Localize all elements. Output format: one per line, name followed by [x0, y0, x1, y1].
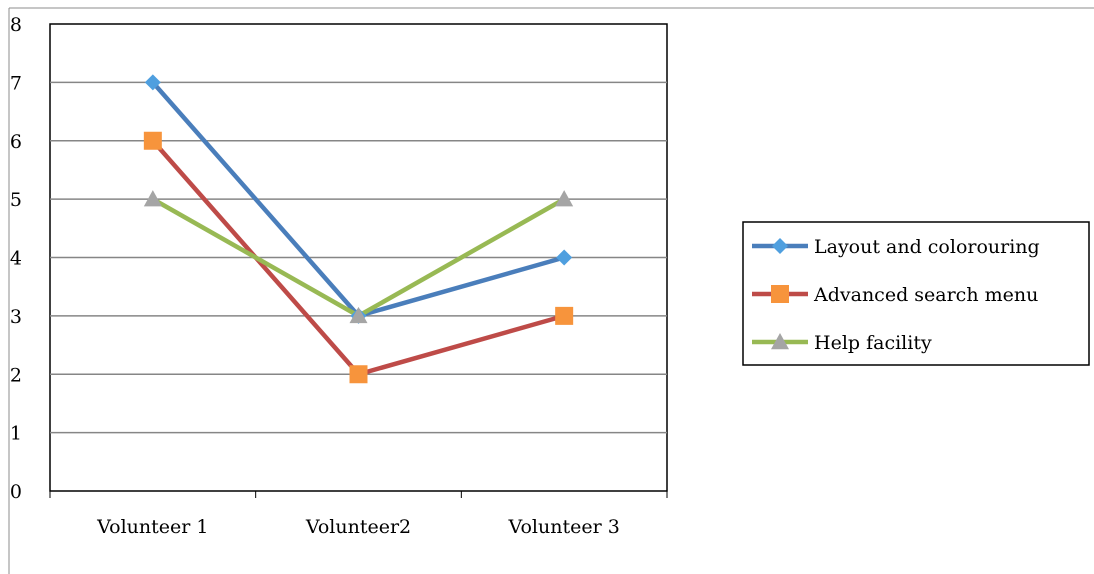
- data-point-series-3: [555, 190, 574, 207]
- data-point-series-2: [349, 365, 368, 384]
- data-point-series-2: [143, 131, 162, 150]
- data-point-series-3: [349, 306, 368, 324]
- y-tick-label: 0: [10, 481, 22, 503]
- legend-items: Layout and colorouring Advanced search me…: [752, 236, 1040, 354]
- data-point-series-2: [555, 306, 574, 325]
- x-tick-label: Volunteer 3: [508, 516, 620, 538]
- y-tick-label: 5: [10, 189, 22, 211]
- y-tick-label: 8: [10, 14, 22, 36]
- legend-marker-2: [771, 285, 789, 303]
- series-lines: [151, 80, 566, 377]
- legend-label-2: Advanced search menu: [813, 284, 1038, 306]
- y-tick-label: 2: [10, 364, 22, 386]
- data-point-series-1: [556, 249, 573, 266]
- x-axis: Volunteer 1 Volunteer2 Volunteer 3: [49, 491, 668, 538]
- y-axis-ticks: 0 1 2 3 4 5 6 7 8: [10, 14, 22, 503]
- x-tick-label: Volunteer 1: [96, 516, 208, 538]
- legend-label-1: Layout and colorouring: [814, 236, 1040, 258]
- x-tick-label: Volunteer2: [305, 516, 411, 538]
- legend-marker-3: [771, 333, 789, 350]
- legend-label-3: Help facility: [814, 332, 932, 354]
- y-tick-label: 4: [10, 248, 22, 270]
- series-markers: [143, 74, 574, 384]
- y-tick-label: 1: [10, 423, 22, 445]
- legend: Layout and colorouring Advanced search me…: [742, 221, 1090, 366]
- data-point-series-1: [144, 74, 161, 91]
- y-tick-label: 7: [10, 72, 22, 94]
- y-tick-label: 3: [10, 306, 22, 328]
- data-point-series-3: [143, 190, 162, 207]
- legend-marker-1: [772, 238, 788, 254]
- y-tick-label: 6: [10, 131, 22, 153]
